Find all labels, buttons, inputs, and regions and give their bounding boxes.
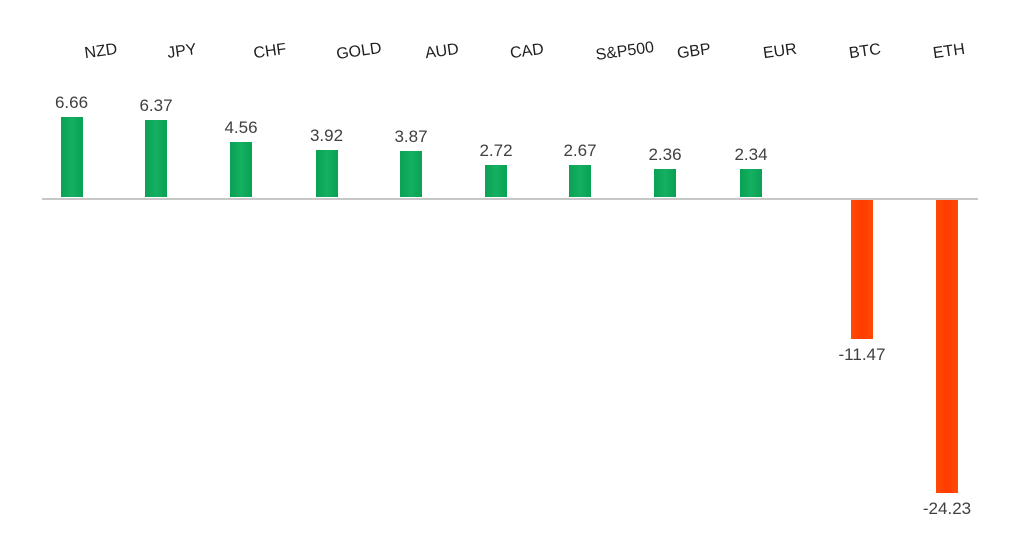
bar-eur — [740, 169, 762, 198]
category-label-cad: CAD — [509, 40, 545, 63]
x-axis-line — [42, 197, 978, 200]
bar-jpy — [145, 120, 167, 198]
category-label-eth: ETH — [931, 40, 966, 63]
category-label-chf: CHF — [252, 40, 288, 63]
value-label-cad: 2.72 — [479, 140, 513, 160]
value-label-chf: 4.56 — [224, 118, 258, 138]
value-label-eur: 2.34 — [734, 145, 768, 165]
value-label-eth: -24.23 — [922, 499, 972, 519]
bar-gold — [315, 150, 338, 198]
category-label-gold: GOLD — [335, 39, 383, 64]
category-label-gbp: GBP — [676, 40, 712, 63]
bar-cad — [485, 164, 507, 198]
value-label-btc: -11.47 — [838, 344, 886, 364]
bar-btc — [851, 200, 873, 339]
bar-eth — [936, 200, 958, 494]
category-label-nzd: NZD — [83, 40, 119, 63]
value-label-s-p500: 2.67 — [563, 141, 597, 161]
category-label-eur: EUR — [762, 40, 798, 63]
value-label-nzd: 6.66 — [54, 92, 89, 112]
category-label-s-p500: S&P500 — [594, 39, 656, 65]
bar-gbp — [654, 168, 676, 198]
bar-aud — [400, 150, 422, 198]
bar-s-p500 — [569, 165, 591, 198]
category-label-jpy: JPY — [166, 41, 198, 62]
category-label-btc: BTC — [847, 40, 882, 63]
bar-chf — [230, 142, 252, 198]
bar-nzd — [60, 116, 83, 198]
value-label-jpy: 6.37 — [139, 96, 173, 116]
value-label-gold: 3.92 — [309, 126, 344, 146]
value-label-aud: 3.87 — [394, 126, 428, 146]
value-label-gbp: 2.36 — [648, 144, 682, 164]
category-label-aud: AUD — [424, 40, 460, 63]
